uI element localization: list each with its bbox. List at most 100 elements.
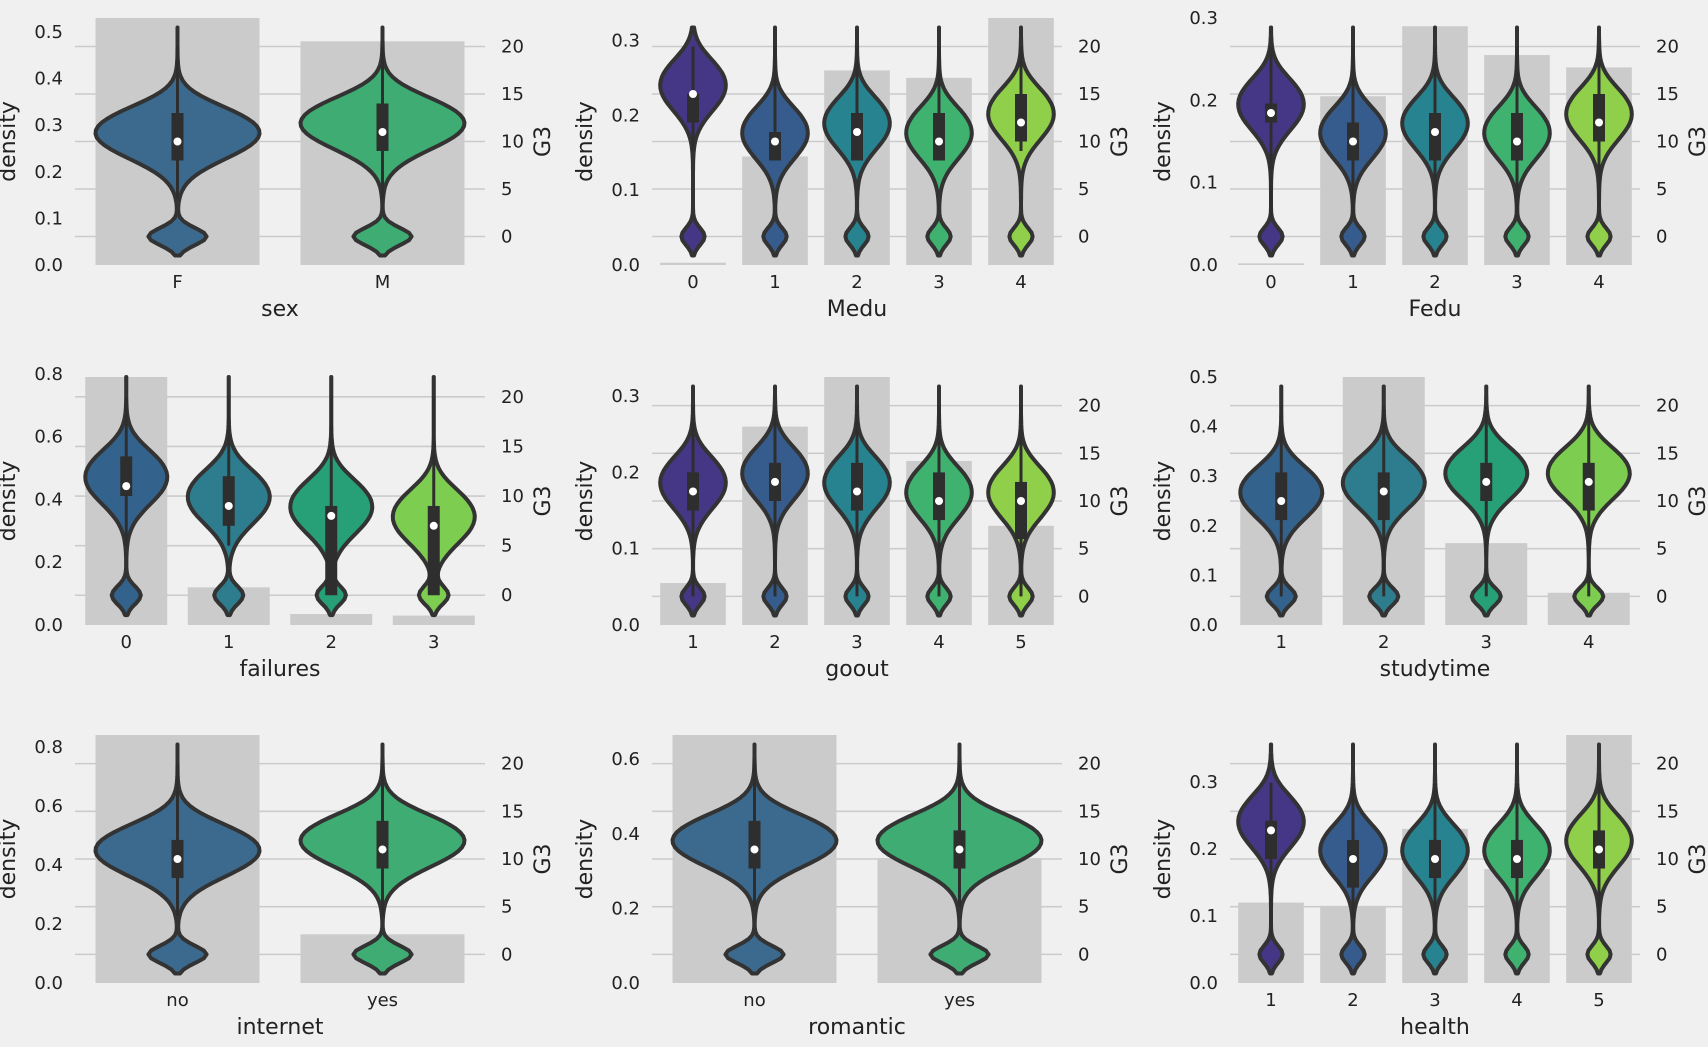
left-tick-label: 0.0 [611,615,640,636]
subplot-fedu: 0.0 0.1 0.2 0.3 0 5 10 15 20 0 1 2 3 4 Fedu density G3 [1151,8,1708,322]
right-tick-label: 15 [1078,84,1101,105]
left-tick-label: 0.5 [1189,367,1218,388]
subplot-studytime: 0.0 0.1 0.2 0.3 0.4 0.5 0 5 10 15 20 1 2 3 4 studytime d… [1151,367,1708,682]
right-tick-label: 20 [1656,396,1679,417]
median-dot [1431,855,1439,863]
left-y-axis-label: density [573,101,598,182]
category-label: 4 [1583,632,1594,653]
left-y-axis-label: density [1151,461,1176,542]
median-dot [935,137,943,146]
median-dot [955,845,964,854]
category-label: 4 [1015,272,1026,293]
x-axis-label: studytime [1380,657,1491,682]
left-tick-label: 0.0 [34,973,63,994]
right-tick-label: 10 [501,132,524,153]
median-dot [122,482,131,491]
iqr-box [1582,462,1595,511]
iqr-box [222,476,235,526]
category-label: 1 [687,632,698,653]
right-y-axis-label: G3 [1686,485,1708,516]
iqr-box [769,132,781,161]
left-tick-label: 0.3 [1189,772,1218,793]
x-axis-label: sex [261,297,299,322]
iqr-box [851,462,863,511]
median-dot [689,487,697,496]
left-tick-label: 0.3 [1189,8,1218,29]
median-dot [173,855,182,863]
median-dot [224,501,233,510]
x-axis-label: romantic [808,1015,906,1040]
right-tick-label: 0 [1078,944,1089,965]
category-label: 3 [1481,632,1492,653]
iqr-box [687,94,699,123]
right-tick-label: 5 [1078,539,1089,560]
left-tick-label: 0.1 [1189,906,1218,927]
iqr-box [1015,94,1027,142]
median-dot [771,137,779,146]
density-bar [1238,263,1304,265]
left-y-axis-label: density [0,101,21,182]
category-label: yes [944,990,975,1011]
left-tick-label: 0.0 [611,255,640,276]
right-y-axis-label: G3 [1686,126,1708,157]
left-tick-label: 0.4 [1189,417,1218,438]
left-tick-label: 0.2 [1189,516,1218,537]
left-y-axis-label: density [1151,101,1176,182]
iqr-box [325,505,338,596]
iqr-box [171,113,184,161]
median-dot [378,128,387,136]
category-label: 2 [1347,990,1358,1011]
right-tick-label: 15 [501,84,524,105]
iqr-box [427,505,440,596]
right-tick-label: 0 [1656,586,1667,607]
left-tick-label: 0.1 [1189,173,1218,194]
right-tick-label: 15 [1078,801,1101,822]
median-dot [1017,118,1025,127]
density-bar [392,615,475,625]
right-tick-label: 10 [501,849,524,870]
category-label: 2 [851,272,862,293]
left-tick-label: 0.3 [34,115,63,136]
left-tick-label: 0.1 [1189,565,1218,586]
right-y-axis-label: G3 [531,843,556,874]
left-tick-label: 0.2 [1189,90,1218,111]
x-axis-label: health [1400,1015,1470,1040]
right-tick-label: 10 [1078,132,1101,153]
right-tick-label: 0 [501,585,512,606]
left-tick-label: 0.0 [611,973,640,994]
iqr-box [376,103,389,151]
right-tick-label: 5 [501,179,512,200]
right-y-axis-label: G3 [1108,485,1133,516]
left-tick-label: 0.3 [611,30,640,51]
right-y-axis-label: G3 [531,126,556,157]
median-dot [1513,855,1521,863]
left-tick-label: 0.0 [1189,255,1218,276]
right-tick-label: 20 [1078,37,1101,58]
right-tick-label: 5 [501,536,512,557]
right-tick-label: 20 [1078,754,1101,775]
category-label: 4 [1593,272,1604,293]
iqr-box [1511,113,1523,161]
category-label: 3 [1429,990,1440,1011]
left-y-axis-label: density [573,819,598,900]
right-tick-label: 10 [1656,132,1679,153]
category-label: 1 [769,272,780,293]
right-tick-label: 0 [1656,227,1667,248]
right-tick-label: 20 [1078,396,1101,417]
median-dot [935,497,943,505]
right-tick-label: 20 [1656,37,1679,58]
median-dot [1431,128,1439,136]
right-tick-label: 5 [501,897,512,918]
right-y-axis-label: G3 [1108,843,1133,874]
left-tick-label: 0.5 [34,22,63,43]
left-tick-label: 0.4 [34,855,63,876]
x-axis-label: failures [240,657,321,682]
category-label: 5 [1593,990,1604,1011]
left-tick-label: 0.2 [611,462,640,483]
category-label: yes [367,990,398,1011]
left-y-axis-label: density [1151,819,1176,900]
right-y-axis-label: G3 [1108,126,1133,157]
right-tick-label: 10 [1078,491,1101,512]
right-tick-label: 20 [1656,754,1679,775]
